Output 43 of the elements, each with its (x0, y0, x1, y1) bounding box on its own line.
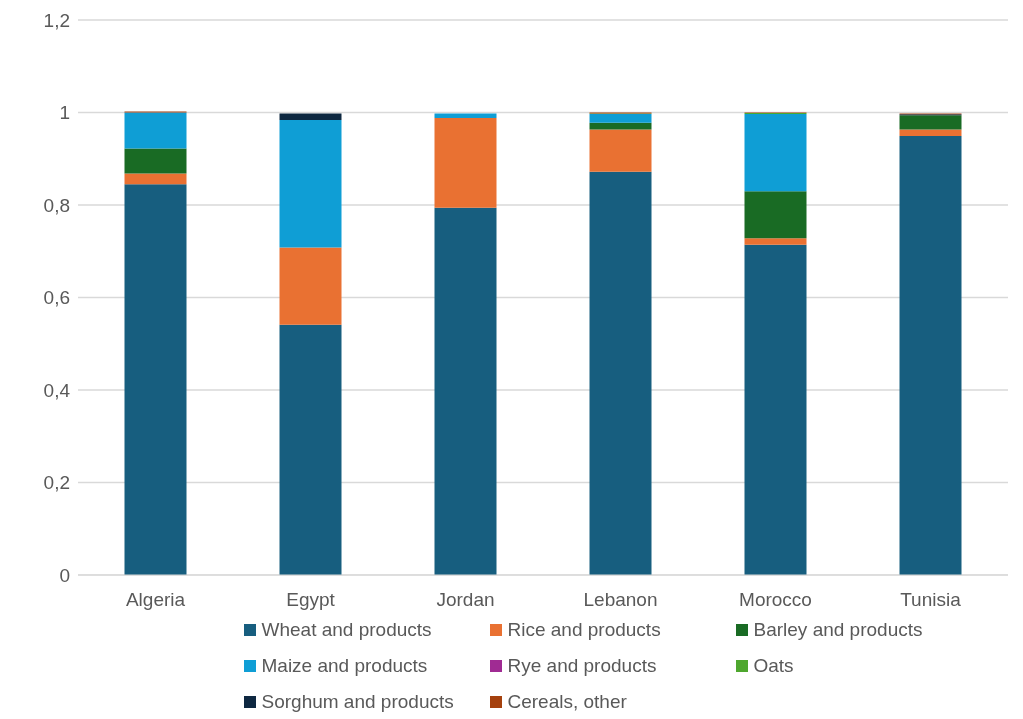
bar (434, 207, 497, 575)
bar (124, 173, 187, 185)
x-tick-label: Morocco (739, 589, 812, 611)
bar (279, 113, 342, 120)
bar (124, 184, 187, 575)
y-tick-label: 0 (59, 564, 70, 586)
legend-label: Cereals, other (507, 691, 627, 713)
x-tick-label: Egypt (286, 589, 336, 611)
bar (744, 191, 807, 239)
legend-label: Rice and products (507, 619, 661, 641)
x-tick-label: Jordan (436, 589, 495, 611)
legend-label: Barley and products (753, 619, 923, 641)
bar (279, 247, 342, 325)
x-tick-label: Lebanon (583, 589, 658, 611)
bar (434, 118, 497, 208)
y-tick-label: 0,2 (43, 472, 70, 494)
y-tick-label: 0,4 (43, 379, 71, 401)
bar (434, 113, 497, 119)
legend-label: Rye and products (507, 655, 657, 677)
bar (744, 238, 807, 245)
bar (279, 324, 342, 575)
legend-label: Wheat and products (261, 619, 432, 641)
y-tick-label: 1,2 (43, 9, 70, 31)
y-tick-label: 1 (59, 102, 70, 124)
bar (744, 244, 807, 575)
y-tick-label: 0,8 (43, 194, 70, 216)
legend-label: Oats (753, 655, 794, 677)
bar (899, 129, 962, 137)
legend-label: Maize and products (261, 655, 428, 677)
bar (899, 136, 962, 575)
bar (899, 115, 962, 130)
x-tick-label: Tunisia (900, 589, 962, 611)
bar (279, 119, 342, 248)
bar (589, 129, 652, 172)
bar (589, 122, 652, 130)
bar (124, 148, 187, 174)
y-tick-label: 0,6 (43, 287, 70, 309)
x-tick-label: Algeria (125, 589, 186, 611)
bar (744, 113, 807, 192)
legend-label: Sorghum and products (261, 691, 454, 713)
bar (124, 112, 187, 149)
bar (589, 171, 652, 575)
bar (589, 113, 652, 123)
